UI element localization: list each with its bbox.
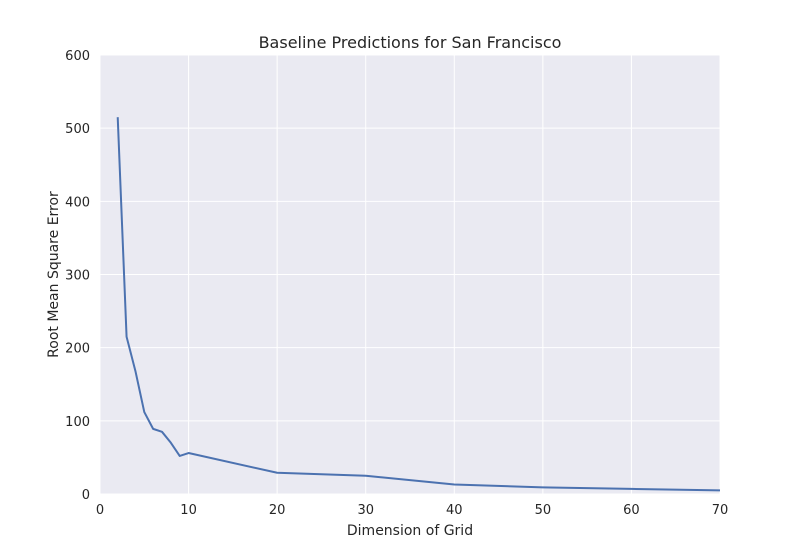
horizontal-gridlines bbox=[100, 54, 720, 495]
x-tick-label: 0 bbox=[96, 503, 104, 518]
chart-title: Baseline Predictions for San Francisco bbox=[259, 33, 562, 52]
y-axis-label: Root Mean Square Error bbox=[46, 191, 62, 358]
x-tick-label: 20 bbox=[269, 503, 286, 518]
y-tick-label: 600 bbox=[65, 49, 90, 64]
x-tick-label: 60 bbox=[623, 503, 640, 518]
x-tick-label: 50 bbox=[535, 503, 552, 518]
y-tick-label: 300 bbox=[65, 269, 90, 284]
x-tick-label: 40 bbox=[446, 503, 463, 518]
y-axis-tick-labels: 0 100 200 300 400 500 600 bbox=[65, 49, 90, 503]
y-tick-label: 500 bbox=[65, 122, 90, 137]
y-tick-label: 400 bbox=[65, 195, 90, 210]
y-tick-label: 0 bbox=[82, 488, 90, 503]
x-tick-label: 70 bbox=[712, 503, 729, 518]
x-tick-label: 30 bbox=[357, 503, 374, 518]
x-axis-label: Dimension of Grid bbox=[347, 523, 473, 539]
series-line bbox=[116, 117, 721, 492]
x-tick-label: 10 bbox=[180, 503, 197, 518]
x-axis-tick-labels: 0 10 20 30 40 50 60 70 bbox=[96, 503, 728, 518]
y-tick-label: 100 bbox=[65, 415, 90, 430]
y-tick-label: 200 bbox=[65, 342, 90, 357]
